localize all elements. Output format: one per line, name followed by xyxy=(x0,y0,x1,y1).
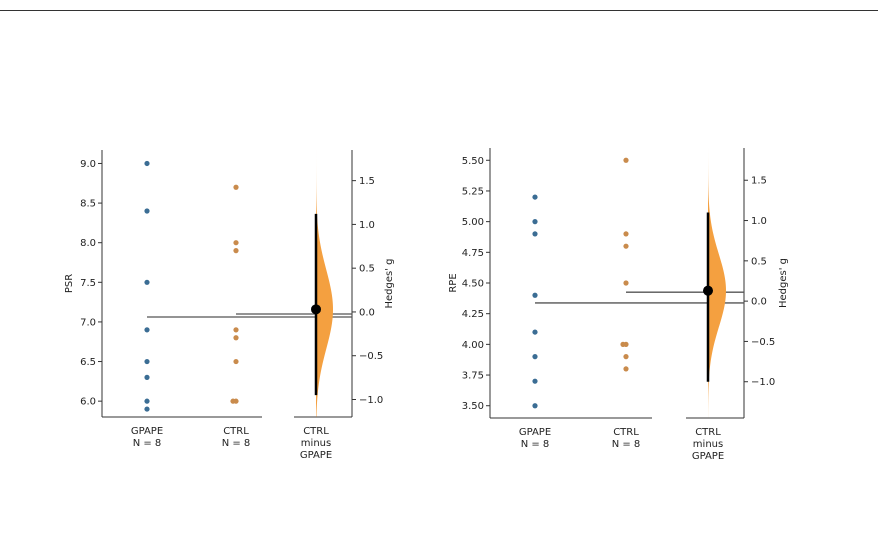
data-point xyxy=(144,279,150,285)
data-point xyxy=(233,248,239,254)
y-tick-label: 4.50 xyxy=(462,279,484,290)
data-point xyxy=(233,335,239,341)
y-tick-label: 6.0 xyxy=(80,397,96,408)
data-point xyxy=(233,240,239,246)
data-point xyxy=(144,406,150,412)
y-axis-label: RPE xyxy=(448,273,459,292)
data-point xyxy=(144,208,150,214)
effect-size-point xyxy=(311,304,321,315)
data-point xyxy=(532,219,538,225)
y2-tick-label: 0.5 xyxy=(751,256,767,267)
bootstrap-distribution xyxy=(316,150,333,417)
diff-label: CTRL xyxy=(303,426,329,437)
y-tick-label: 7.5 xyxy=(80,278,96,289)
data-point xyxy=(532,403,538,409)
group-label: CTRL xyxy=(223,426,249,437)
data-point xyxy=(233,184,239,190)
y2-tick-label: −0.5 xyxy=(751,337,775,348)
data-point xyxy=(623,354,629,360)
data-point xyxy=(532,378,538,384)
top-divider xyxy=(0,10,878,11)
diff-label: minus xyxy=(693,439,723,450)
data-point xyxy=(532,194,538,200)
y-tick-label: 5.00 xyxy=(462,217,484,228)
data-point xyxy=(532,292,538,298)
data-point xyxy=(623,157,629,163)
data-point xyxy=(144,398,150,404)
data-point xyxy=(623,231,629,237)
diff-label: minus xyxy=(301,438,331,449)
y2-tick-label: −1.0 xyxy=(359,395,383,406)
data-point xyxy=(623,366,629,372)
y-axis-label: PSR xyxy=(64,274,75,293)
y2-tick-label: 0.0 xyxy=(359,307,375,318)
data-point xyxy=(532,354,538,360)
y-tick-label: 9.0 xyxy=(80,159,96,170)
data-point xyxy=(144,358,150,365)
data-point xyxy=(144,374,150,380)
diff-label: GPAPE xyxy=(692,451,724,462)
chart-2: 3.50 3.75 4.00 4.25 4.50 4.75 5.00 5.25 5.50 −1.0… xyxy=(448,148,789,462)
group-label: GPAPE xyxy=(131,426,163,437)
y-tick-label: 3.50 xyxy=(462,401,484,412)
y-tick-label: 5.25 xyxy=(462,186,484,197)
data-point xyxy=(532,231,538,237)
y2-tick-label: 1.0 xyxy=(751,216,767,227)
group-label: GPAPE xyxy=(519,427,551,438)
diff-label: CTRL xyxy=(695,427,721,438)
y2-tick-label: 1.0 xyxy=(359,220,375,231)
y-tick-label: 4.00 xyxy=(462,340,484,351)
data-point xyxy=(623,280,629,286)
y2-tick-label: 0.5 xyxy=(359,264,375,275)
data-point xyxy=(144,160,150,167)
group-n-label: N = 8 xyxy=(222,438,251,449)
data-point xyxy=(532,329,538,335)
y-tick-label: 5.50 xyxy=(462,156,484,167)
group-label: CTRL xyxy=(613,427,639,438)
chart-1: 6.0 6.5 7.0 7.5 8.0 8.5 9.0 −1.0 −0.5 0.0 0.5 1.0 1.… xyxy=(64,150,395,461)
y-tick-label: 8.0 xyxy=(80,238,96,249)
y-tick-label: 7.0 xyxy=(80,317,96,328)
y2-tick-label: −1.0 xyxy=(751,377,775,388)
data-point xyxy=(620,341,626,347)
diff-label: GPAPE xyxy=(300,450,332,461)
y2-tick-label: 0.0 xyxy=(751,297,767,308)
y-tick-label: 8.5 xyxy=(80,199,96,210)
y2-axis-label: Hedges' g xyxy=(384,258,395,308)
data-point xyxy=(233,358,239,365)
group-n-label: N = 8 xyxy=(521,439,550,450)
data-point xyxy=(230,398,236,404)
y2-tick-label: 1.5 xyxy=(751,176,767,187)
effect-size-point xyxy=(703,285,713,296)
y-tick-label: 4.25 xyxy=(462,309,484,320)
group-n-label: N = 8 xyxy=(612,439,641,450)
y2-tick-label: −0.5 xyxy=(359,351,383,362)
y-tick-label: 4.75 xyxy=(462,248,484,259)
y-tick-label: 6.5 xyxy=(80,357,96,368)
y2-axis-label: Hedges' g xyxy=(778,258,789,308)
data-point xyxy=(144,327,150,333)
y-tick-label: 3.75 xyxy=(462,371,484,382)
data-point xyxy=(233,327,239,333)
bootstrap-distribution xyxy=(708,148,726,418)
data-point xyxy=(623,243,629,249)
y2-tick-label: 1.5 xyxy=(359,176,375,187)
group-n-label: N = 8 xyxy=(133,438,162,449)
